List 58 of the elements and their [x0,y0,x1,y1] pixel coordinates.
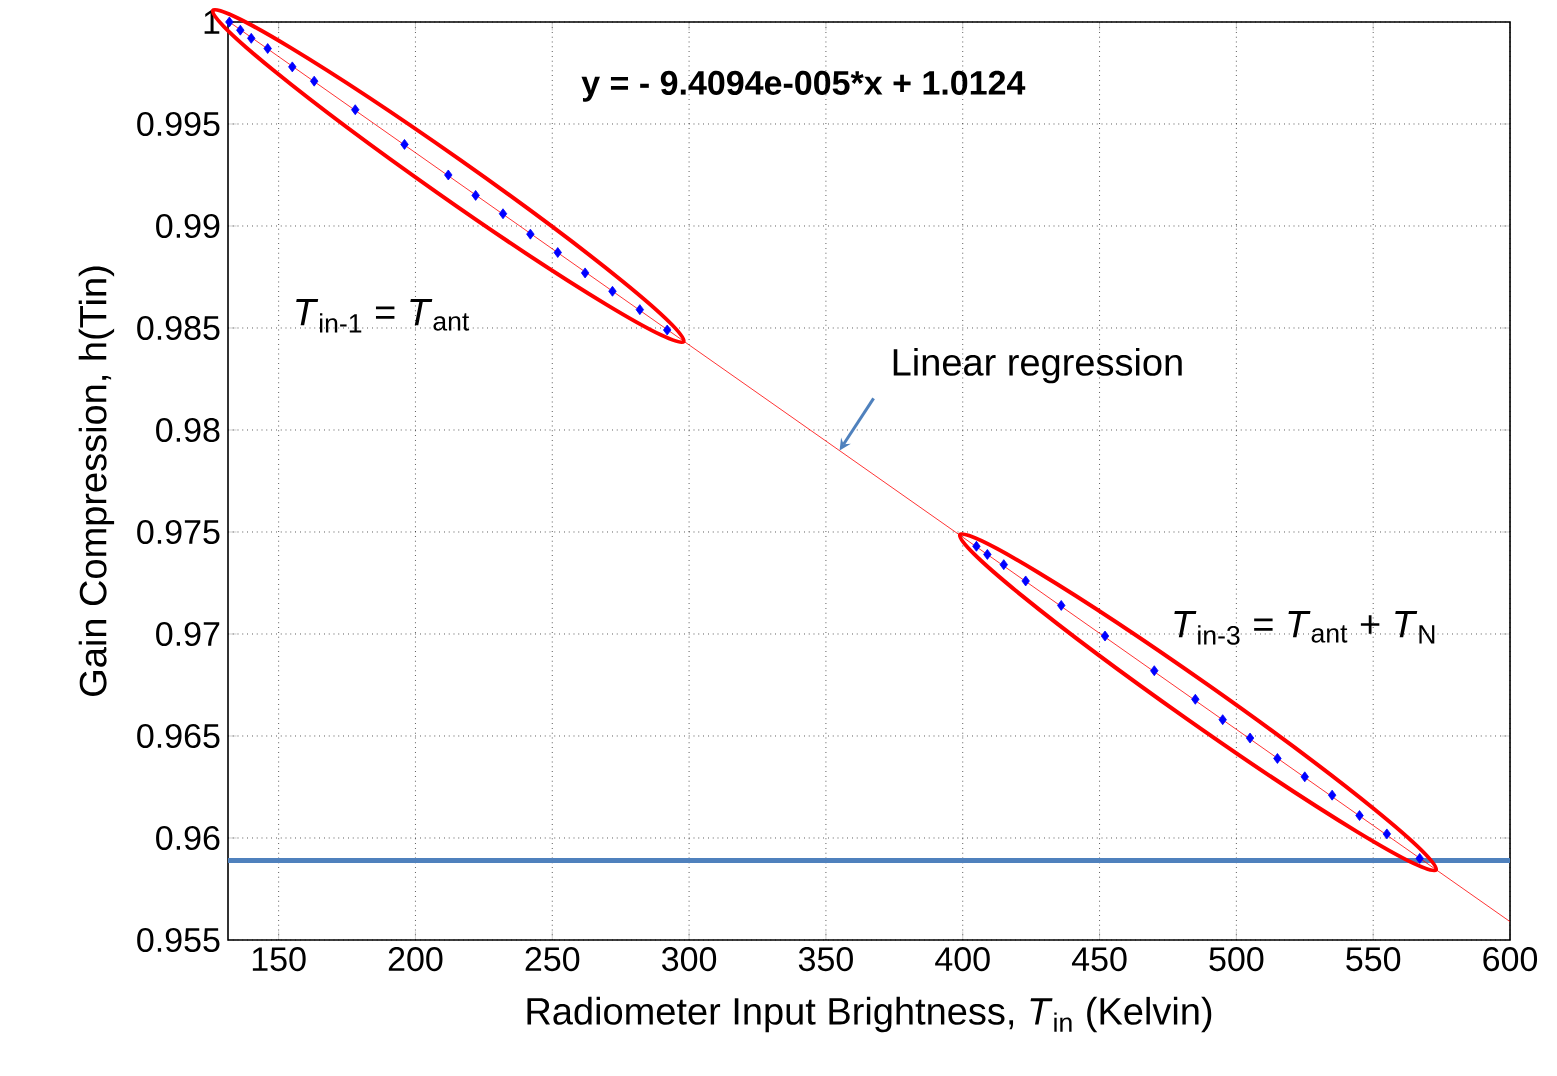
x-tick-label: 400 [935,947,990,972]
point [972,540,981,552]
point [1218,714,1227,726]
point [498,208,508,220]
y-tick-label: 0.97 [156,621,220,647]
x-tick-label: 450 [1071,947,1127,972]
y-axis-title: Gain Compression, h(Tin) [78,266,115,696]
y-tick-label: 0.975 [137,519,220,545]
y-tick-label: 0.98 [156,417,220,443]
point [635,304,644,316]
annotation: y = - 9.4094e-005*x + 1.0124 [581,70,1026,102]
point [553,247,562,258]
point [1057,600,1066,611]
point [1382,828,1392,840]
point [1328,789,1337,801]
x-tick-label: 350 [798,947,853,972]
point [247,32,256,44]
x-tick-label: 500 [1209,947,1264,972]
point [310,75,319,87]
y-tick-label: 0.985 [137,315,220,341]
point [526,228,535,240]
point [444,169,453,181]
y-tick-label: 0.965 [137,723,220,749]
point [999,559,1008,571]
x-tick-label: 300 [662,947,717,972]
point [351,104,360,116]
point [288,61,297,73]
x-tick-label: 150 [252,947,306,972]
y-tick-label: 0.96 [156,825,220,851]
point [1150,665,1159,677]
x-tick-label: 550 [1346,947,1401,972]
point [1415,853,1424,864]
x-tick-label: 200 [388,947,443,972]
point [1245,732,1255,744]
point [608,285,617,297]
annotation: T$_{in-1}$ = T$_{ant}$ [296,299,470,333]
y-tick-label: 0.995 [137,111,220,137]
x-tick-label: 250 [525,947,580,972]
point [471,190,480,201]
point [263,43,272,54]
annotation: T$_{in-3}$ = T$_{ant}$ + T$_{N}$ [1174,611,1435,645]
point [1300,771,1309,783]
x-axis-title: Radiometer Input Brightness, T$_{in}$ (Kelvin) [527,996,1212,1033]
x-tick-label: 600 [1483,947,1538,972]
annotation: Linear regression [893,347,1182,384]
point [236,24,245,36]
point [1191,693,1200,705]
point [580,267,590,279]
point [1100,630,1110,642]
point [663,324,672,336]
y-tick-label: 0.99 [156,213,220,239]
point [983,549,992,560]
y-tick-label: 0.955 [137,927,220,953]
point [1273,753,1282,764]
point [1355,810,1364,821]
point [1021,575,1030,587]
point [400,139,409,150]
point [225,16,234,28]
